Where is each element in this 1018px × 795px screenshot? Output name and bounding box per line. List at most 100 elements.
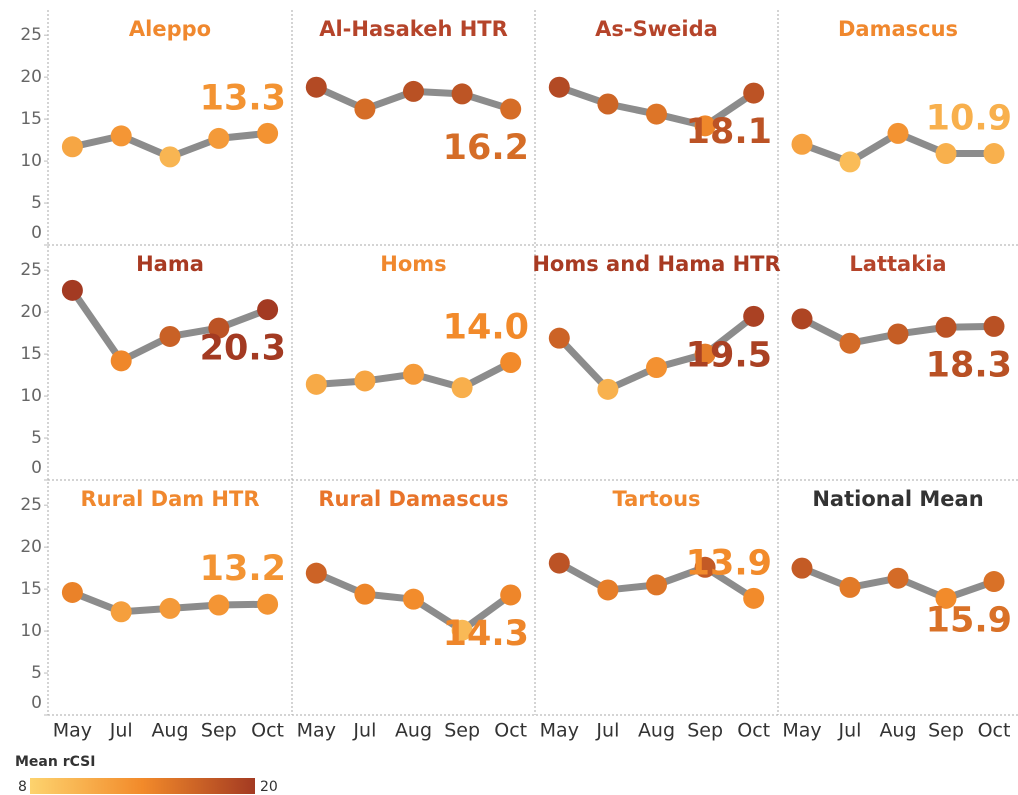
y-tick-label: 0 xyxy=(31,693,42,713)
data-point xyxy=(694,556,716,578)
y-tick-label: 25 xyxy=(20,260,42,280)
y-tick-label: 20 xyxy=(20,302,42,322)
x-tick-label: Sep xyxy=(201,720,237,742)
data-point xyxy=(451,619,473,641)
data-point xyxy=(646,574,667,596)
data-point xyxy=(791,308,813,330)
data-point xyxy=(257,593,279,615)
panel-title: Homs and Hama HTR xyxy=(532,252,780,276)
panel-title: Rural Dam HTR xyxy=(80,487,259,511)
data-point xyxy=(110,125,132,147)
panel-title: Damascus xyxy=(838,17,958,41)
y-tick-label: 20 xyxy=(20,67,42,87)
data-point xyxy=(451,83,473,105)
data-point xyxy=(159,597,181,619)
data-point xyxy=(935,316,957,338)
legend-bar xyxy=(30,778,255,794)
value-label: 14.3 xyxy=(443,614,529,654)
data-point xyxy=(110,601,132,623)
data-point xyxy=(839,332,861,354)
x-tick-label: May xyxy=(297,720,336,742)
panel-title: As-Sweida xyxy=(595,17,718,41)
data-point xyxy=(548,552,570,574)
value-label: 13.2 xyxy=(200,549,286,589)
value-label: 18.3 xyxy=(926,345,1012,385)
data-point xyxy=(354,583,376,605)
x-tick-label: May xyxy=(540,720,579,742)
value-label: 13.3 xyxy=(200,78,286,118)
data-point xyxy=(694,343,716,365)
panel-title: Lattakia xyxy=(849,252,946,276)
value-label: 18.1 xyxy=(686,112,772,152)
x-tick-label: Jul xyxy=(352,720,376,742)
data-point xyxy=(743,587,765,609)
y-tick-label: 25 xyxy=(20,25,42,45)
data-point xyxy=(110,350,132,372)
data-point xyxy=(403,80,424,102)
x-tick-label: Oct xyxy=(978,720,1011,742)
data-point xyxy=(839,576,861,598)
y-tick-label: 15 xyxy=(20,109,42,129)
value-label: 19.5 xyxy=(686,335,772,375)
data-point xyxy=(597,579,619,601)
data-point xyxy=(159,325,181,347)
y-tick-label: 10 xyxy=(20,151,42,171)
data-point xyxy=(61,279,83,301)
panel-title: Al-Hasakeh HTR xyxy=(319,17,508,41)
value-label: 13.9 xyxy=(686,543,772,583)
data-point xyxy=(983,315,1005,337)
data-point xyxy=(694,115,716,137)
value-label: 10.9 xyxy=(926,99,1012,139)
data-point xyxy=(257,122,279,144)
data-point xyxy=(743,82,765,104)
y-tick-label: 15 xyxy=(20,344,42,364)
y-tick-label: 5 xyxy=(31,663,42,683)
y-tick-label: 5 xyxy=(31,193,42,213)
data-point xyxy=(983,143,1005,165)
y-tick-label: 10 xyxy=(20,621,42,641)
data-point xyxy=(935,587,957,609)
panel-title: Rural Damascus xyxy=(318,487,508,511)
x-tick-label: Aug xyxy=(395,720,432,742)
data-point xyxy=(61,581,83,603)
data-point xyxy=(208,317,230,339)
y-tick-label: 5 xyxy=(31,428,42,448)
x-tick-label: May xyxy=(782,720,821,742)
data-point xyxy=(887,122,909,144)
data-point xyxy=(887,323,909,345)
value-label: 14.0 xyxy=(443,308,529,348)
data-point xyxy=(305,373,327,395)
x-tick-label: Aug xyxy=(638,720,675,742)
x-tick-label: Sep xyxy=(928,720,964,742)
x-tick-label: Jul xyxy=(109,720,133,742)
data-point xyxy=(354,98,376,120)
x-tick-label: Sep xyxy=(444,720,480,742)
data-point xyxy=(646,357,667,379)
panel-title: National Mean xyxy=(812,487,983,511)
data-point xyxy=(743,305,765,327)
data-point xyxy=(208,127,230,149)
data-point xyxy=(791,557,813,579)
data-point xyxy=(305,76,327,98)
data-point xyxy=(451,377,473,399)
data-point xyxy=(597,378,619,400)
data-point xyxy=(257,299,279,321)
y-tick-label: 25 xyxy=(20,495,42,515)
data-point xyxy=(500,584,522,606)
y-tick-label: 20 xyxy=(20,537,42,557)
y-tick-label: 15 xyxy=(20,579,42,599)
x-tick-label: Aug xyxy=(151,720,188,742)
x-tick-label: Sep xyxy=(687,720,723,742)
value-label: 15.9 xyxy=(926,601,1012,641)
data-point xyxy=(887,567,909,589)
data-point xyxy=(208,594,230,616)
data-point xyxy=(839,151,861,173)
data-point xyxy=(354,370,376,392)
legend-title: Mean rCSI xyxy=(15,754,95,770)
y-tick-label: 10 xyxy=(20,386,42,406)
y-tick-label: 0 xyxy=(31,458,42,478)
data-point xyxy=(548,327,570,349)
x-tick-label: Aug xyxy=(879,720,916,742)
legend-min: 8 xyxy=(18,779,27,795)
data-point xyxy=(935,143,957,165)
